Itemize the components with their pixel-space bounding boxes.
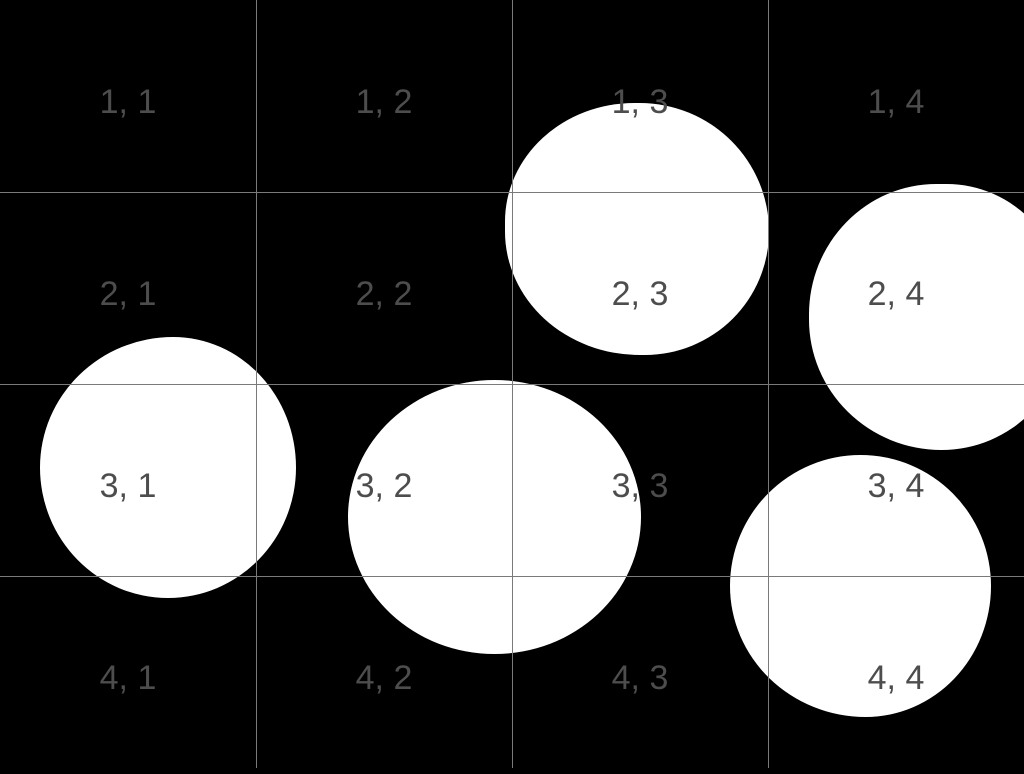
cell-label-r1c4: 1, 4 [867,82,925,121]
cell-label-r4c1: 4, 1 [99,658,157,697]
cell-label-r4c2: 4, 2 [355,658,413,697]
cell-label-r3c2: 3, 2 [355,466,413,505]
white-blob [809,184,1024,450]
cell-label-r4c4: 4, 4 [867,658,925,697]
white-blob [505,103,769,355]
cell-label-r4c3: 4, 3 [611,658,669,697]
cell-label-r2c4: 2, 4 [867,274,925,313]
cell-label-r2c3: 2, 3 [611,274,669,313]
cell-label-r1c2: 1, 2 [355,82,413,121]
cell-label-r3c3: 3, 3 [611,466,669,505]
cell-label-r3c1: 3, 1 [99,466,157,505]
cell-label-r3c4: 3, 4 [867,466,925,505]
cell-label-r1c1: 1, 1 [99,82,157,121]
grid-line-horizontal [0,576,1024,577]
grid-line-horizontal [0,384,1024,385]
white-blob [730,455,991,717]
white-blob [40,337,296,598]
cell-label-r2c2: 2, 2 [355,274,413,313]
cell-label-r1c3: 1, 3 [611,82,669,121]
white-blob [348,380,641,654]
cell-label-r2c1: 2, 1 [99,274,157,313]
grid-line-horizontal [0,192,1024,193]
